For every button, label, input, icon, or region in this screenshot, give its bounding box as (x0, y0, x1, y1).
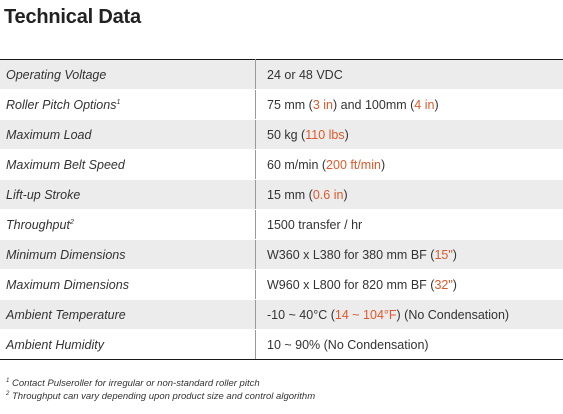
table-row: Lift-up Stroke 15 mm (0.6 in) (0, 179, 563, 210)
value-text: ) (434, 97, 439, 112)
spec-label: Throughput2 (0, 209, 256, 240)
footnote: 1 Contact Pulseroller for irregular or n… (6, 377, 315, 390)
value-text: ) (380, 157, 386, 172)
spec-value: 60 m/min (200 ft/min) (255, 149, 563, 180)
table-row: Minimum Dimensions W360 x L380 for 380 mm… (0, 239, 563, 270)
value-text: ) (No Condensation) (396, 307, 510, 322)
table-row: Roller Pitch Options1 75 mm (3 in) and 10… (0, 89, 563, 120)
spec-label: Roller Pitch Options1 (0, 89, 256, 120)
spec-label-text: Throughput (6, 217, 70, 232)
spec-label-text: Maximum Belt Speed (6, 157, 125, 172)
spec-label-text: Maximum Load (6, 127, 92, 142)
page-title: Technical Data (4, 6, 141, 28)
value-text: 60 m/min ( (267, 157, 327, 172)
imperial-value: 3 in (312, 97, 333, 112)
imperial-value: 4 in (414, 97, 435, 112)
technical-data-table: Operating Voltage 24 or 48 VDC Roller Pitc… (0, 59, 563, 360)
table-row: Maximum Belt Speed 60 m/min (200 ft/min) (0, 149, 563, 180)
value-text: W360 x L380 for 380 mm BF ( (267, 247, 435, 262)
imperial-value: 32" (434, 277, 453, 292)
imperial-value: 15" (434, 247, 453, 262)
spec-value: 10 ~ 90% (No Condensation) (255, 329, 563, 360)
spec-value: -10 ~ 40°C (14 ~ 104°F) (No Condensation… (255, 299, 563, 330)
table-row: Throughput2 1500 transfer / hr (0, 209, 563, 240)
table-row: Ambient Temperature -10 ~ 40°C (14 ~ 104°… (0, 299, 563, 330)
footnote: 2 Throughput can vary depending upon pro… (6, 390, 315, 403)
value-text: ) and 100mm ( (333, 97, 415, 112)
footnotes: 1 Contact Pulseroller for irregular or n… (6, 377, 315, 403)
footnote-text: Throughput can vary depending upon produ… (9, 391, 316, 402)
spec-label-text: Maximum Dimensions (6, 277, 129, 292)
footnote-text: Contact Pulseroller for irregular or non… (9, 378, 260, 389)
spec-label: Lift-up Stroke (0, 179, 256, 210)
spec-value: W960 x L800 for 820 mm BF (32") (255, 269, 563, 300)
spec-label: Maximum Belt Speed (0, 149, 256, 180)
spec-value: 1500 transfer / hr (255, 209, 563, 240)
value-text: 1500 transfer / hr (267, 217, 363, 232)
table-row: Ambient Humidity 10 ~ 90% (No Condensatio… (0, 329, 563, 360)
footnote-marker: 2 (69, 218, 74, 226)
footnote-marker: 1 (116, 98, 121, 106)
table-row: Maximum Dimensions W960 x L800 for 820 mm… (0, 269, 563, 300)
spec-label-text: Roller Pitch Options (6, 97, 117, 112)
footnote-number: 1 (6, 377, 10, 384)
value-text: ) (343, 187, 348, 202)
spec-value: W360 x L380 for 380 mm BF (15") (255, 239, 563, 270)
spec-label-text: Ambient Temperature (6, 307, 126, 322)
value-text: W960 x L800 for 820 mm BF ( (267, 277, 435, 292)
value-text: 75 mm ( (267, 97, 313, 112)
spec-label: Maximum Load (0, 119, 256, 150)
spec-label: Ambient Humidity (0, 329, 256, 360)
spec-label: Operating Voltage (0, 59, 256, 90)
spec-value: 50 kg (110 lbs) (255, 119, 563, 150)
spec-value: 75 mm (3 in) and 100mm (4 in) (255, 89, 563, 120)
imperial-value: 110 lbs (305, 127, 345, 142)
spec-label-text: Ambient Humidity (6, 337, 104, 352)
spec-label-text: Minimum Dimensions (6, 247, 126, 262)
imperial-value: 14 ~ 104°F (334, 307, 397, 322)
spec-label: Maximum Dimensions (0, 269, 256, 300)
value-text: ) (452, 277, 457, 292)
value-text: 15 mm ( (267, 187, 313, 202)
imperial-value: 200 ft/min (326, 157, 381, 172)
value-text: 50 kg ( (267, 127, 306, 142)
imperial-value: 0.6 in (312, 187, 344, 202)
value-text: -10 ~ 40°C ( (267, 307, 335, 322)
value-text: ) (344, 127, 349, 142)
table-row: Operating Voltage 24 or 48 VDC (0, 59, 563, 90)
spec-label-text: Operating Voltage (6, 67, 107, 82)
spec-value: 15 mm (0.6 in) (255, 179, 563, 210)
table-row: Maximum Load 50 kg (110 lbs) (0, 119, 563, 150)
spec-label-text: Lift-up Stroke (6, 187, 81, 202)
value-text: 10 ~ 90% (No Condensation) (267, 337, 429, 352)
spec-value: 24 or 48 VDC (255, 59, 563, 90)
footnote-number: 2 (6, 390, 10, 397)
value-text: ) (452, 247, 457, 262)
spec-label: Minimum Dimensions (0, 239, 256, 270)
spec-label: Ambient Temperature (0, 299, 256, 330)
value-text: 24 or 48 VDC (267, 67, 343, 82)
